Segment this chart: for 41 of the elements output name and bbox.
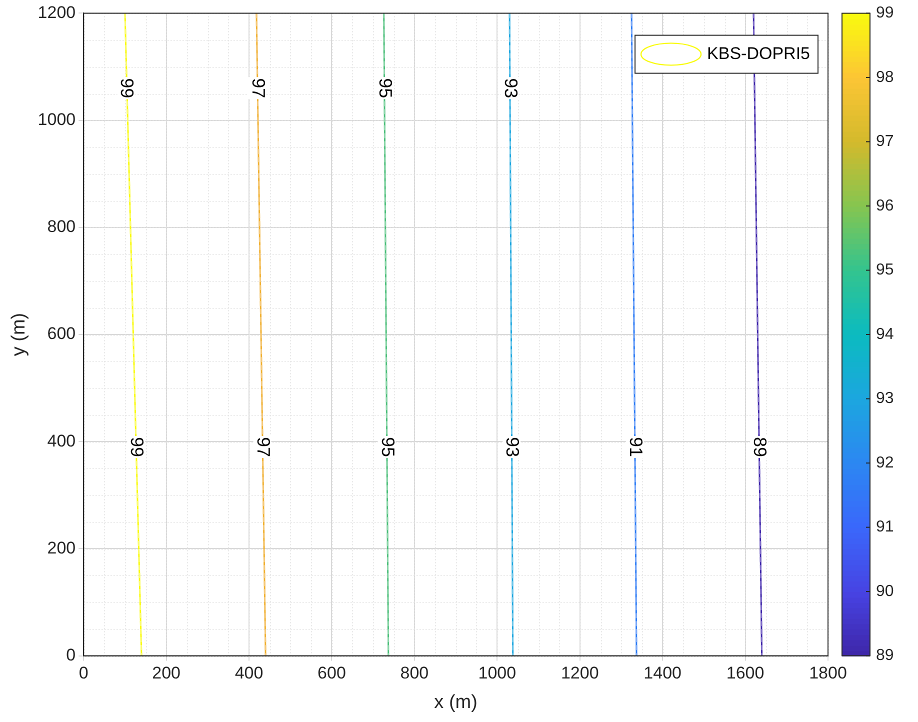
- x-axis-title: x (m): [434, 692, 478, 713]
- annotation: 97: [253, 436, 274, 457]
- x-tick-label: 200: [152, 664, 181, 683]
- color-bar-label: 99: [876, 4, 894, 22]
- y-axis-title: y (m): [8, 312, 30, 356]
- x-tick-label: 1800: [809, 664, 847, 683]
- legend-label: KBS-DOPRI5: [707, 44, 810, 63]
- color-bar-label: 92: [876, 454, 894, 472]
- y-tick-label: 1000: [38, 110, 76, 129]
- y-tick-label: 400: [47, 431, 76, 450]
- annotation: 89: [750, 436, 770, 457]
- x-tick-label: 1200: [560, 664, 599, 683]
- annotation: 95: [378, 436, 398, 457]
- y-tick-label: 200: [47, 538, 76, 558]
- y-tick-label: 800: [47, 217, 76, 236]
- color-bar-label: 93: [876, 390, 894, 408]
- color-bar-label: 94: [876, 326, 894, 343]
- x-tick-label: 400: [234, 664, 264, 683]
- color-bar-label: 98: [876, 68, 894, 86]
- annotation: 91: [626, 436, 646, 457]
- annotation: 99: [117, 78, 138, 98]
- color-bar-label: 95: [876, 262, 894, 279]
- color-bar-label: 91: [876, 518, 894, 536]
- color-bar-label: 90: [876, 582, 894, 600]
- x-tick-label: 0: [78, 664, 88, 683]
- y-tick-label: 600: [47, 324, 76, 344]
- x-tick-label: 1400: [644, 664, 682, 683]
- x-tick-label: 1600: [726, 664, 764, 683]
- y-tick-label: 1200: [38, 2, 76, 22]
- x-tick-label: 1000: [478, 664, 516, 683]
- x-tick-label: 800: [400, 664, 429, 683]
- color-bar-label: 89: [876, 647, 894, 664]
- color-bar-label: 97: [876, 133, 894, 150]
- annotation: 99: [127, 436, 148, 457]
- annotation: 93: [502, 436, 523, 457]
- annotation: 97: [248, 78, 268, 98]
- x-tick-label: 600: [318, 664, 346, 683]
- color-bar-label: 96: [876, 197, 894, 214]
- y-tick-label: 0: [66, 645, 76, 664]
- annotation: 95: [375, 78, 396, 98]
- annotation: 93: [501, 78, 522, 98]
